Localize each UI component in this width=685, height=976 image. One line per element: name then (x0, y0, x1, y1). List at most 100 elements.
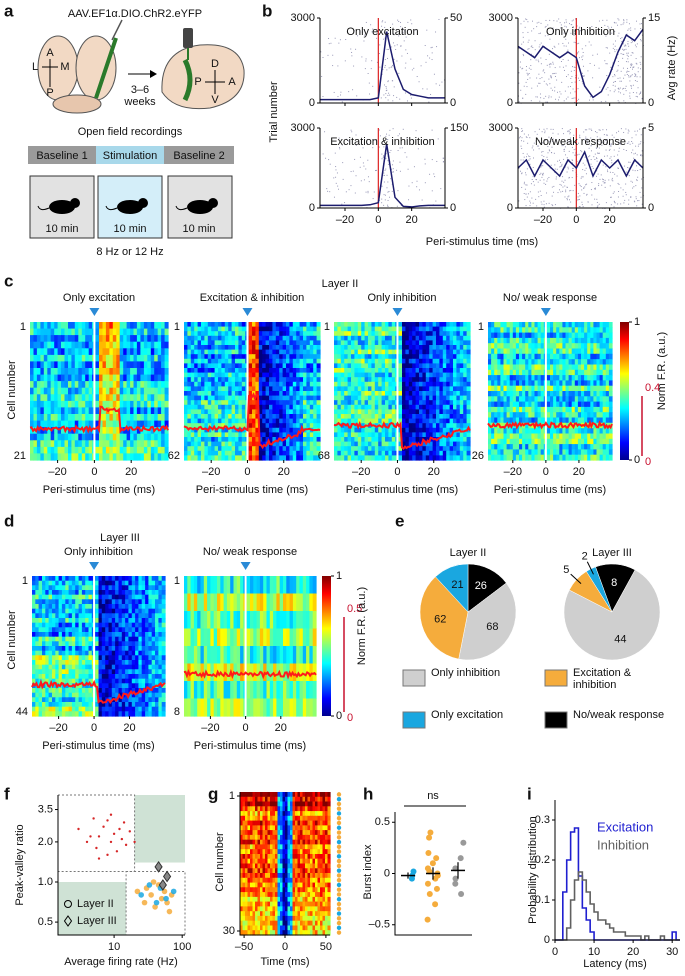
heat-cell (71, 368, 76, 376)
heat-cell (364, 409, 369, 415)
heat-cell (344, 391, 349, 397)
heat-cell (112, 420, 117, 428)
heat-cell (190, 409, 195, 415)
spike (365, 58, 367, 60)
heat-cell (388, 391, 393, 397)
heat-cell (581, 332, 585, 339)
heat-cell (459, 455, 464, 461)
spike (583, 131, 585, 133)
heat-cell (130, 348, 135, 356)
heat-cell (340, 372, 345, 378)
spike (588, 41, 590, 43)
spike (424, 158, 426, 160)
heat-cell (439, 441, 444, 447)
spike (596, 158, 598, 160)
heat-cell (456, 381, 461, 387)
heat-cell (190, 368, 195, 374)
heat-cell (252, 322, 256, 328)
heat-cell (272, 414, 277, 420)
heat-cell (574, 327, 579, 334)
heat-cell (347, 450, 352, 456)
heat-cell (429, 326, 434, 332)
spike (408, 199, 410, 201)
heat-cell (344, 363, 349, 369)
heat-cell (262, 432, 267, 438)
heat-cell (194, 423, 199, 429)
heat-cell (364, 432, 369, 438)
phase-label: Baseline 1 (36, 150, 87, 162)
heat-cell (506, 343, 511, 350)
spike (431, 159, 433, 161)
heat-cell (344, 446, 349, 452)
spike (604, 24, 606, 26)
heat-cell (130, 446, 135, 455)
heat-cell (388, 432, 393, 438)
spike (567, 96, 569, 98)
heat-cell (282, 340, 287, 346)
heat-cell (306, 331, 311, 337)
heat-cell (385, 404, 389, 410)
heat-cell (286, 326, 290, 332)
heat-cell (116, 381, 121, 389)
spike (624, 74, 626, 76)
heat-cell (357, 340, 362, 346)
spike (568, 140, 570, 142)
heat-cell (30, 381, 34, 389)
heat-cell (126, 387, 131, 395)
spike (622, 43, 624, 45)
heat-cell (279, 404, 284, 410)
spike (618, 19, 620, 21)
spike (637, 145, 639, 147)
heat-cell (147, 433, 152, 441)
heat-cell (313, 381, 318, 387)
spike (575, 42, 577, 44)
heat-cell (231, 427, 236, 433)
spike (538, 196, 540, 198)
heat-cell (425, 358, 430, 364)
heat-cell (74, 368, 79, 376)
heat-cell (201, 381, 205, 387)
heat-cell (402, 400, 406, 406)
heat-cell (143, 328, 148, 336)
heat-cell (361, 450, 366, 456)
heat-cell (190, 354, 195, 360)
heat-cell (436, 427, 440, 433)
heat-cell (306, 418, 311, 424)
heat-cell (269, 455, 273, 461)
spike (574, 77, 576, 79)
heat-cell (224, 381, 229, 387)
heat-cell (391, 418, 396, 424)
spike (572, 88, 574, 90)
heat-cell (136, 348, 141, 356)
heat-cell (463, 400, 468, 406)
spike (630, 42, 632, 44)
heat-cell (309, 414, 314, 420)
heat-cell (187, 437, 192, 443)
spike (520, 145, 522, 147)
spike (551, 186, 553, 188)
heat-cell (150, 407, 155, 415)
heat-cell (207, 441, 212, 447)
heat-cell (116, 394, 121, 402)
heat-cell (503, 343, 508, 350)
spike (614, 73, 616, 75)
heat-cell (509, 322, 514, 328)
heat-cell (102, 414, 107, 422)
spike (572, 162, 574, 164)
heat-cell (512, 348, 517, 355)
spike (628, 71, 630, 73)
heat-cell (187, 354, 192, 360)
spike (388, 134, 390, 136)
heat-cell (258, 427, 263, 433)
heat-cell (405, 349, 410, 355)
spike (623, 49, 625, 51)
spike (618, 141, 620, 143)
heat-cell (337, 446, 342, 452)
heat-cell (422, 349, 427, 355)
spike (389, 196, 391, 198)
spike (563, 150, 565, 152)
heat-cell (391, 368, 396, 374)
heat-cell (36, 440, 41, 448)
heat-cell (194, 404, 199, 410)
heat-cell (559, 332, 563, 339)
